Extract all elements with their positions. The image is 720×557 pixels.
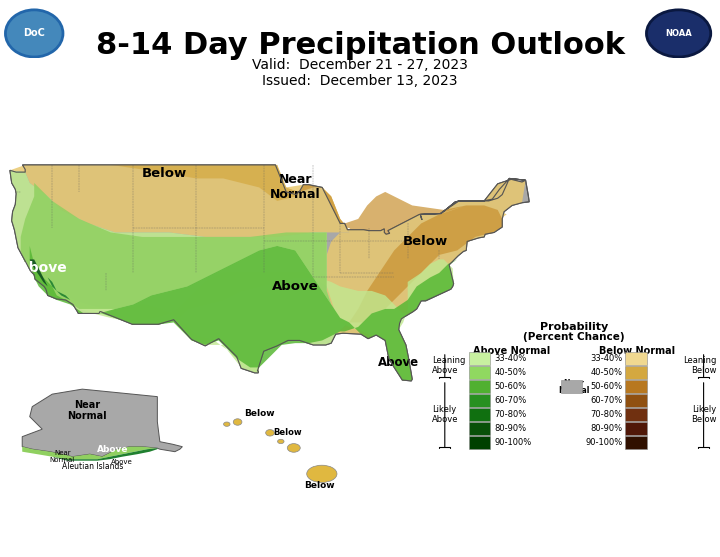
- Text: 60-70%: 60-70%: [495, 396, 527, 405]
- Text: 50-60%: 50-60%: [495, 382, 527, 391]
- Text: Below: Below: [273, 428, 302, 437]
- Polygon shape: [10, 170, 349, 373]
- Text: Near
Normal: Near Normal: [270, 173, 320, 202]
- Ellipse shape: [277, 439, 284, 443]
- Text: 70-80%: 70-80%: [495, 411, 527, 419]
- Bar: [469, 353, 490, 365]
- Text: 80-90%: 80-90%: [495, 424, 527, 433]
- Text: 70-80%: 70-80%: [590, 411, 623, 419]
- Text: Below: Below: [403, 235, 449, 248]
- Polygon shape: [53, 260, 454, 381]
- Polygon shape: [30, 246, 71, 300]
- Text: 60-70%: 60-70%: [590, 396, 623, 405]
- Polygon shape: [22, 389, 182, 457]
- Text: Below Normal: Below Normal: [599, 346, 675, 356]
- Circle shape: [647, 10, 711, 57]
- Polygon shape: [79, 165, 300, 201]
- Text: DoC: DoC: [23, 28, 45, 38]
- Bar: [469, 422, 490, 435]
- Bar: [626, 380, 647, 393]
- Ellipse shape: [307, 465, 337, 482]
- Bar: [626, 422, 647, 435]
- Ellipse shape: [287, 443, 300, 452]
- Text: Below: Below: [244, 408, 274, 418]
- Polygon shape: [10, 165, 349, 237]
- Polygon shape: [300, 185, 503, 323]
- Text: 80-90%: 80-90%: [590, 424, 623, 433]
- Text: 33-40%: 33-40%: [590, 354, 623, 363]
- Text: Above Normal: Above Normal: [473, 346, 550, 356]
- Text: Near
Normal: Near Normal: [68, 399, 107, 421]
- Polygon shape: [21, 183, 349, 323]
- Bar: [469, 436, 490, 449]
- Bar: [626, 394, 647, 407]
- Bar: [626, 436, 647, 449]
- Polygon shape: [30, 260, 53, 291]
- Text: Likely
Above: Likely Above: [432, 405, 459, 424]
- Text: Leaning
Below: Leaning Below: [683, 356, 716, 375]
- Text: Leaning
Above: Leaning Above: [432, 356, 465, 375]
- Text: Above: Above: [272, 280, 318, 293]
- Text: 8-14 Day Precipitation Outlook: 8-14 Day Precipitation Outlook: [96, 31, 624, 60]
- Polygon shape: [258, 165, 526, 381]
- Text: 40-50%: 40-50%: [495, 368, 526, 377]
- Text: Below: Below: [305, 481, 335, 490]
- Circle shape: [6, 10, 63, 57]
- Ellipse shape: [233, 419, 242, 425]
- Text: (Percent Chance): (Percent Chance): [523, 332, 625, 342]
- Bar: [626, 408, 647, 421]
- Text: 90-100%: 90-100%: [495, 438, 532, 447]
- Text: 50-60%: 50-60%: [590, 382, 623, 391]
- Text: Issued:  December 13, 2023: Issued: December 13, 2023: [262, 74, 458, 87]
- Text: 90-100%: 90-100%: [585, 438, 623, 447]
- Text: Probability: Probability: [540, 321, 608, 331]
- Text: Near: Near: [563, 379, 584, 388]
- Ellipse shape: [266, 429, 274, 436]
- Text: Above: Above: [96, 444, 128, 454]
- Bar: [469, 380, 490, 393]
- Text: Above: Above: [112, 459, 133, 465]
- Text: Normal: Normal: [558, 386, 589, 395]
- Text: Below: Below: [142, 168, 187, 180]
- Polygon shape: [30, 246, 457, 381]
- Text: Near
Normal: Near Normal: [50, 449, 75, 463]
- Bar: [626, 353, 647, 365]
- Ellipse shape: [223, 422, 230, 426]
- Polygon shape: [10, 165, 529, 381]
- Bar: [469, 394, 490, 407]
- Text: 40-50%: 40-50%: [590, 368, 623, 377]
- Text: Above: Above: [19, 261, 68, 275]
- Polygon shape: [53, 448, 158, 461]
- Text: 33-40%: 33-40%: [495, 354, 527, 363]
- Text: Aleutian Islands: Aleutian Islands: [62, 462, 123, 471]
- Text: Likely
Below: Likely Below: [691, 405, 716, 424]
- Text: NOAA: NOAA: [665, 29, 692, 38]
- Bar: [469, 408, 490, 421]
- Text: Valid:  December 21 - 27, 2023: Valid: December 21 - 27, 2023: [252, 58, 468, 72]
- Bar: [562, 380, 582, 393]
- Polygon shape: [22, 447, 158, 459]
- Text: Above: Above: [378, 356, 419, 369]
- Bar: [626, 367, 647, 379]
- Bar: [469, 367, 490, 379]
